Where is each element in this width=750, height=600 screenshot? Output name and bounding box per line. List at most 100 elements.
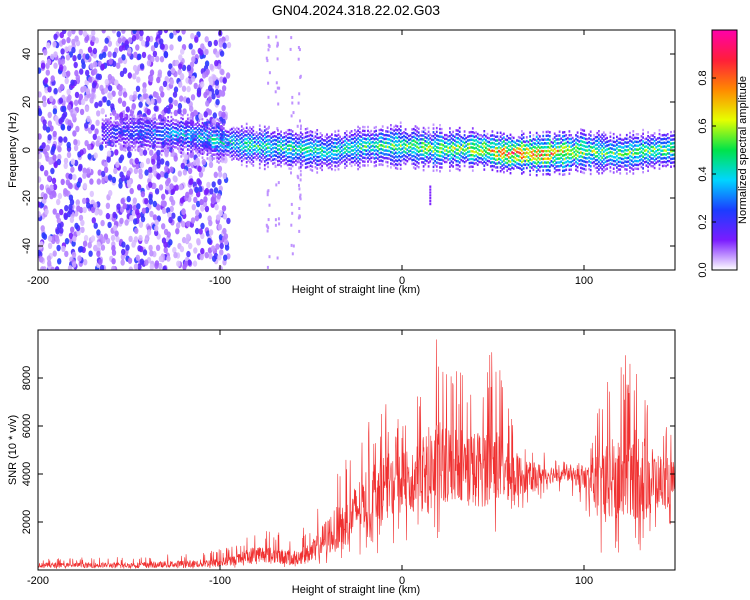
band-cell bbox=[535, 162, 538, 165]
band-cell bbox=[593, 137, 595, 141]
band-cell bbox=[263, 167, 266, 171]
band-cell bbox=[660, 157, 663, 160]
band-cell bbox=[321, 145, 323, 149]
band-cell bbox=[394, 166, 397, 170]
band-cell bbox=[399, 140, 402, 144]
band-cell bbox=[277, 159, 279, 163]
band-cell bbox=[447, 154, 450, 157]
band-cell bbox=[358, 146, 361, 149]
band-cell bbox=[381, 133, 384, 136]
band-cell bbox=[401, 151, 404, 154]
band-cell bbox=[281, 151, 284, 155]
band-cell bbox=[347, 150, 350, 154]
band-cell bbox=[345, 130, 348, 133]
band-cell bbox=[634, 144, 636, 147]
band-cell bbox=[632, 168, 635, 171]
band-cell bbox=[390, 139, 392, 142]
band-cell bbox=[126, 129, 129, 132]
noise-cell bbox=[64, 250, 69, 258]
band-cell bbox=[430, 150, 433, 153]
band-cell bbox=[180, 136, 183, 139]
band-cell bbox=[444, 137, 446, 141]
band-cell bbox=[537, 133, 540, 137]
band-cell bbox=[350, 137, 353, 141]
band-cell bbox=[167, 146, 169, 150]
band-cell bbox=[229, 128, 232, 132]
band-cell bbox=[344, 135, 346, 139]
band-cell bbox=[372, 133, 374, 136]
band-cell bbox=[470, 138, 473, 141]
band-cell bbox=[182, 129, 184, 132]
band-cell bbox=[119, 127, 122, 131]
band-cell bbox=[376, 153, 379, 157]
band-cell bbox=[278, 148, 281, 151]
band-cell bbox=[218, 130, 220, 134]
band-cell bbox=[388, 138, 391, 141]
band-cell bbox=[260, 152, 263, 155]
band-cell bbox=[668, 144, 671, 147]
band-cell bbox=[157, 130, 160, 133]
band-cell bbox=[480, 141, 482, 145]
band-cell bbox=[237, 147, 240, 150]
band-cell bbox=[594, 139, 597, 143]
band-cell bbox=[329, 135, 332, 138]
band-cell bbox=[639, 143, 641, 147]
band-cell bbox=[627, 141, 630, 144]
band-cell bbox=[406, 148, 409, 151]
noise-cell bbox=[89, 97, 94, 104]
band-cell bbox=[483, 153, 486, 156]
band-cell bbox=[529, 173, 531, 176]
band-cell bbox=[105, 137, 107, 140]
noise-cell bbox=[120, 253, 126, 261]
noise-cell bbox=[114, 79, 119, 86]
band-cell bbox=[123, 110, 125, 113]
noise-cell bbox=[181, 85, 187, 92]
noise-cell bbox=[117, 57, 123, 64]
band-cell bbox=[578, 136, 581, 139]
noise-cell bbox=[107, 92, 112, 99]
band-cell bbox=[473, 154, 476, 158]
band-cell bbox=[245, 141, 248, 145]
band-cell bbox=[530, 139, 533, 142]
noise-cell bbox=[103, 161, 108, 168]
band-cell bbox=[218, 153, 220, 157]
noise-cell bbox=[71, 38, 76, 46]
band-cell bbox=[412, 150, 415, 154]
noise-cell bbox=[144, 169, 149, 176]
band-cell bbox=[514, 153, 517, 156]
band-cell bbox=[106, 139, 109, 142]
noise-cell bbox=[298, 183, 300, 187]
band-cell bbox=[263, 144, 266, 148]
band-cell bbox=[403, 142, 405, 145]
band-cell bbox=[514, 164, 517, 167]
band-cell bbox=[329, 146, 332, 150]
band-cell bbox=[255, 150, 258, 153]
noise-cell bbox=[108, 58, 113, 65]
band-cell bbox=[570, 141, 572, 145]
band-cell bbox=[332, 142, 335, 145]
band-cell bbox=[545, 146, 548, 149]
band-cell bbox=[445, 133, 448, 137]
noise-cell bbox=[173, 251, 178, 259]
noise-cell bbox=[214, 60, 219, 67]
band-cell bbox=[642, 167, 644, 170]
band-cell bbox=[447, 146, 450, 150]
band-cell bbox=[545, 138, 548, 141]
band-cell bbox=[471, 127, 474, 130]
noise-cell bbox=[66, 88, 71, 96]
band-cell bbox=[137, 118, 140, 122]
band-cell bbox=[114, 140, 117, 144]
band-cell bbox=[534, 161, 536, 164]
band-cell bbox=[239, 153, 242, 156]
band-cell bbox=[258, 162, 261, 166]
band-cell bbox=[314, 139, 317, 142]
band-cell bbox=[635, 163, 638, 167]
band-cell bbox=[290, 144, 292, 147]
band-cell bbox=[214, 153, 217, 156]
band-cell bbox=[311, 165, 314, 168]
band-cell bbox=[498, 157, 500, 160]
band-cell bbox=[373, 153, 376, 156]
band-cell bbox=[173, 134, 176, 137]
band-cell bbox=[429, 185, 432, 188]
band-cell bbox=[224, 129, 227, 133]
